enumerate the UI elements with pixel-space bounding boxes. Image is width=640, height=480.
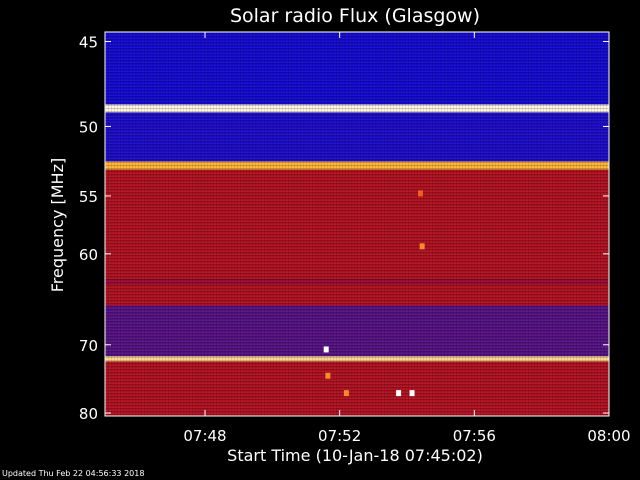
x-tick-label: 07:52 bbox=[318, 427, 361, 445]
x-tick-label: 07:48 bbox=[183, 427, 226, 445]
burst-point bbox=[417, 190, 423, 197]
plot-area bbox=[105, 32, 609, 416]
burst-point bbox=[419, 243, 425, 250]
y-tick-label: 70 bbox=[79, 337, 98, 355]
burst-point bbox=[396, 390, 402, 397]
x-tick-label: 07:56 bbox=[453, 427, 496, 445]
x-axis-label: Start Time (10-Jan-18 07:45:02) bbox=[227, 446, 483, 465]
y-axis-label: Frequency [MHz] bbox=[48, 158, 67, 292]
updated-timestamp: Updated Thu Feb 22 04:56:33 2018 bbox=[2, 469, 145, 478]
burst-point bbox=[343, 390, 349, 397]
chart-title: Solar radio Flux (Glasgow) bbox=[230, 5, 480, 27]
y-tick-label: 45 bbox=[79, 34, 98, 52]
burst-point bbox=[325, 372, 331, 379]
y-tick-label: 50 bbox=[79, 118, 98, 136]
y-tick-label: 55 bbox=[79, 188, 98, 206]
x-tick-label: 08:00 bbox=[587, 427, 630, 445]
y-tick-label: 80 bbox=[79, 405, 98, 423]
y-tick-label: 60 bbox=[79, 246, 98, 264]
burst-point bbox=[409, 390, 415, 397]
burst-point bbox=[323, 346, 329, 353]
plot-frame bbox=[104, 31, 610, 417]
